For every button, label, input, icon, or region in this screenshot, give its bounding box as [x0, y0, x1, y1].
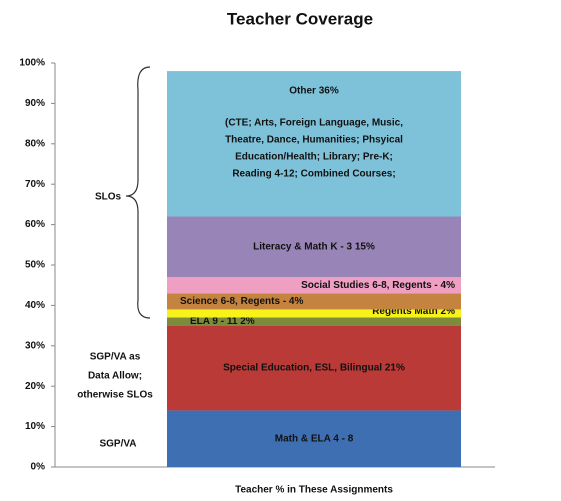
bar-segment [167, 317, 461, 326]
y-tick-label: 80% [25, 138, 45, 149]
segment-detail: (CTE; Arts, Foreign Language, Music, [225, 118, 403, 129]
segment-label: ELA 9 - 11 2% [190, 316, 255, 327]
segment-label: Math & ELA 4 - 8 [275, 433, 354, 444]
y-tick-label: 40% [25, 300, 45, 311]
segment-label: Special Education, ESL, Bilingual 21% [223, 363, 405, 374]
chart-title: Teacher Coverage [227, 9, 373, 28]
annotation: otherwise SLOs [77, 390, 153, 401]
y-tick-label: 30% [25, 340, 45, 351]
segment-detail: Theatre, Dance, Humanities; Phsyical [225, 135, 403, 146]
segment-detail: Education/Health; Library; Pre-K; [235, 152, 393, 163]
y-tick-label: 0% [31, 462, 46, 473]
x-axis-label: Teacher % in These Assignments [235, 485, 393, 496]
segment-label: Other 36% [289, 86, 339, 97]
segment-label: Regents Math 2% [372, 306, 455, 317]
annotation: Data Allow; [88, 371, 142, 382]
bar-segment [167, 309, 461, 318]
segment-label: Literacy & Math K - 3 15% [253, 241, 375, 252]
annotation: SLOs [95, 192, 122, 203]
y-tick-label: 10% [25, 421, 45, 432]
y-tick-label: 60% [25, 219, 45, 230]
y-tick-label: 20% [25, 381, 45, 392]
annotation: SGP/VA [99, 439, 136, 450]
y-tick-label: 50% [25, 260, 45, 271]
annotation: SGP/VA as [90, 352, 141, 363]
bar-segment [167, 71, 461, 217]
bar-segment [167, 293, 461, 310]
slo-brace [125, 66, 151, 319]
y-tick-label: 70% [25, 179, 45, 190]
segment-label: Science 6-8, Regents - 4% [180, 296, 303, 307]
bar-segment [167, 277, 461, 294]
bar-segment [167, 216, 461, 278]
y-tick-label: 100% [19, 58, 45, 69]
y-tick-label: 90% [25, 98, 45, 109]
bar-segment [167, 325, 461, 411]
segment-label: Social Studies 6-8, Regents - 4% [301, 280, 455, 291]
segment-detail: Reading 4-12; Combined Courses; [232, 169, 395, 180]
bar-segment [167, 410, 461, 467]
